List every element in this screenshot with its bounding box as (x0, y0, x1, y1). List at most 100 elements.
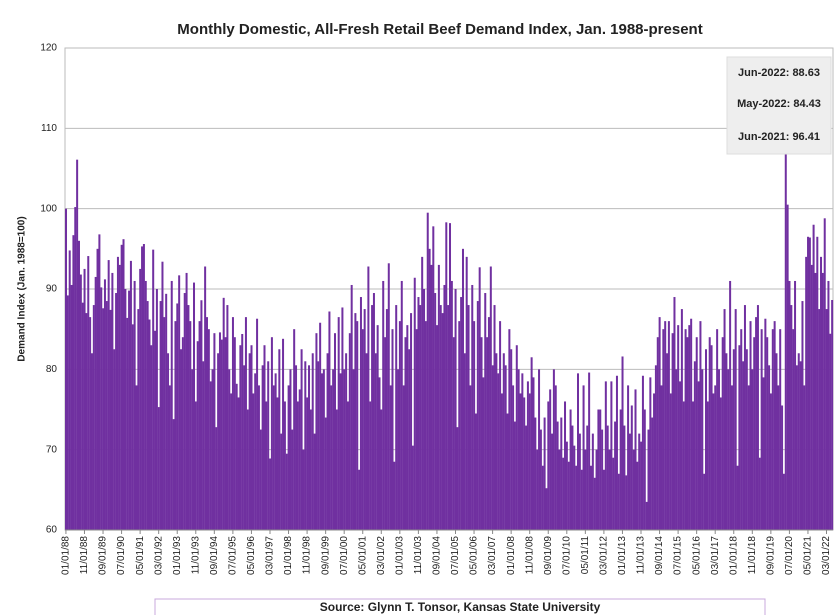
x-tick-label: 05/01/16 (691, 536, 702, 575)
bar (747, 385, 750, 530)
bar (270, 337, 273, 530)
bar (434, 293, 437, 530)
bar (721, 337, 724, 530)
bar (484, 293, 487, 530)
bar (577, 373, 580, 530)
bar (363, 309, 366, 530)
x-tick-label: 11/01/98 (302, 536, 313, 575)
x-tick-label: 09/01/04 (432, 536, 443, 575)
bar (85, 313, 88, 530)
bar (586, 425, 589, 530)
bar (569, 409, 572, 530)
y-tick-label: 100 (40, 203, 57, 214)
bar (189, 321, 192, 530)
bar (799, 361, 802, 530)
bar (615, 375, 618, 530)
bar (486, 337, 489, 530)
bar (641, 375, 644, 530)
bar (465, 256, 468, 530)
bar (278, 349, 281, 530)
bar (287, 385, 290, 530)
bar (326, 353, 329, 530)
bar (528, 393, 531, 530)
bar (751, 369, 754, 530)
bar (734, 309, 737, 530)
bar (103, 279, 106, 530)
bar (382, 280, 385, 530)
bar (499, 321, 502, 530)
x-tick-label: 05/01/91 (135, 536, 146, 575)
bar (500, 393, 503, 530)
bar (126, 317, 129, 530)
bar (591, 433, 594, 530)
bar (823, 218, 826, 530)
bar (654, 365, 657, 530)
bar (788, 280, 791, 530)
bar (740, 329, 743, 530)
bar (497, 373, 500, 530)
bar (220, 339, 223, 530)
bar (536, 449, 539, 530)
bar (222, 297, 225, 530)
bar (296, 401, 299, 530)
bar (645, 501, 648, 530)
bar (118, 264, 121, 530)
bar (758, 457, 761, 530)
bar (831, 300, 834, 530)
x-tick-label: 07/01/90 (116, 536, 127, 575)
bar (560, 417, 563, 530)
bar (94, 276, 97, 530)
bar (289, 369, 292, 530)
bar (341, 307, 344, 530)
bar (532, 377, 535, 530)
bar (333, 333, 336, 530)
bar (608, 449, 611, 530)
bar (358, 469, 361, 530)
bar (384, 337, 387, 530)
bar (686, 337, 689, 530)
bar (651, 417, 654, 530)
bar (413, 277, 416, 530)
bar (749, 321, 752, 530)
bar (580, 469, 583, 530)
bar (306, 397, 309, 530)
bar (584, 449, 587, 530)
bar (589, 465, 592, 530)
bar (679, 381, 682, 530)
bar (144, 280, 147, 530)
bar (361, 329, 364, 530)
bar (575, 465, 578, 530)
bar (502, 353, 505, 530)
bar (775, 353, 778, 530)
bar (658, 317, 661, 530)
bar (736, 465, 739, 530)
y-tick-label: 120 (40, 43, 57, 54)
bar (692, 401, 695, 530)
bar (467, 305, 470, 530)
annotation: Jun-2021: 96.41 (738, 131, 820, 143)
bar (519, 393, 522, 530)
x-tick-label: 01/01/08 (506, 536, 517, 575)
bar (107, 260, 110, 530)
bar (508, 329, 511, 530)
x-tick-label: 07/01/20 (784, 536, 795, 575)
bar (410, 313, 413, 530)
bar (298, 389, 301, 530)
bar (354, 313, 357, 530)
bar (617, 473, 620, 530)
bar (441, 313, 444, 530)
bar (198, 321, 201, 530)
bar (719, 397, 722, 530)
bar (89, 317, 92, 530)
bar (293, 329, 296, 530)
bar (506, 413, 509, 530)
bar (339, 373, 342, 530)
bar (252, 393, 255, 530)
y-tick-label: 80 (46, 364, 58, 375)
x-tick-label: 05/01/96 (246, 536, 257, 575)
bar (727, 369, 730, 530)
bar (402, 385, 405, 530)
bar (315, 333, 318, 530)
y-tick-label: 70 (46, 444, 58, 455)
bar (593, 477, 596, 530)
